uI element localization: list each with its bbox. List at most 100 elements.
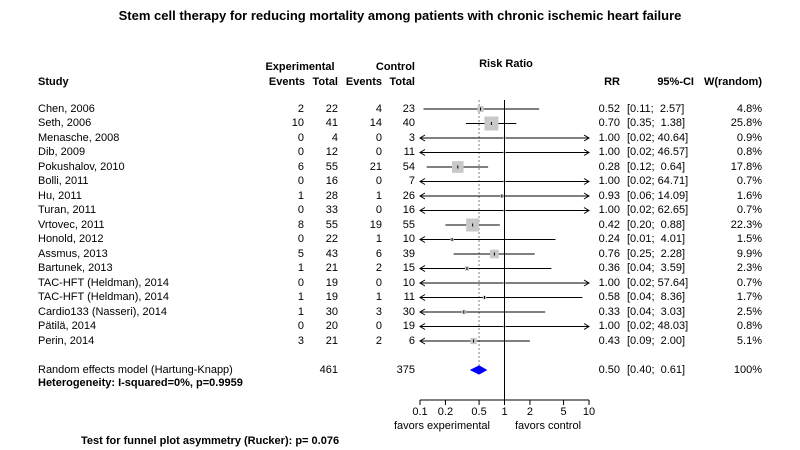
study-weight: 2.3% [736, 262, 762, 274]
header-experimental: Experimental [265, 61, 335, 73]
study-e-total: 43 [325, 247, 338, 260]
study-e-events: 6 [297, 160, 304, 173]
study-weight: 1.6% [736, 189, 762, 202]
study-ci: [0.12; 0.64] [627, 160, 686, 173]
study-rr: 0.24 [598, 233, 620, 245]
study-weight: 25.8% [730, 117, 762, 129]
study-c-total: 11 [403, 291, 415, 303]
study-c-total: 30 [402, 305, 415, 318]
study-c-total: 15 [402, 262, 415, 274]
ci-arrow-right [583, 279, 590, 287]
study-c-total: 7 [408, 175, 415, 187]
study-ci: [0.02; 40.64] [627, 131, 689, 144]
study-ci: [0.02; 48.03] [627, 320, 689, 332]
study-name: Menasche, 2008 [38, 131, 120, 144]
study-rr: 1.00 [598, 320, 620, 332]
study-c-total: 10 [402, 276, 415, 289]
study-c-total: 23 [402, 102, 415, 115]
study-ci: [0.04; 3.59] [627, 262, 686, 274]
study-e-events: 1 [297, 305, 304, 318]
header-e-events: Events [268, 76, 305, 88]
study-ci: [0.04; 8.36] [627, 291, 686, 303]
study-ci: [0.02; 46.57] [627, 146, 689, 158]
study-ci: [0.04; 3.03] [627, 305, 686, 318]
study-e-events: 0 [297, 204, 304, 216]
study-name: Bartunek, 2013 [38, 262, 113, 274]
study-name: TAC-HFT (Heldman), 2014 [38, 291, 170, 303]
header-ci: 95%-CI [657, 76, 694, 88]
study-e-total: 22 [325, 233, 338, 245]
study-c-total: 39 [402, 247, 415, 260]
ci-arrow-right [583, 207, 590, 214]
study-e-total: 20 [325, 320, 338, 332]
study-weight: 0.8% [736, 320, 762, 332]
study-name: Chen, 2006 [38, 102, 95, 115]
ci-arrow-left [419, 207, 426, 214]
summary-c-total: 375 [396, 364, 415, 376]
study-c-events: 6 [375, 247, 382, 260]
study-e-total: 28 [325, 189, 338, 202]
study-rr: 1.00 [598, 276, 620, 289]
study-weight: 22.3% [730, 218, 762, 231]
study-c-total: 11 [403, 146, 415, 158]
x-tick-label: 5 [560, 406, 567, 418]
ci-arrow-left [419, 337, 426, 345]
study-name: Dib, 2009 [38, 146, 86, 158]
header-study: Study [38, 76, 69, 88]
study-e-total: 16 [325, 175, 338, 187]
favors-experimental-label: favors experimental [394, 420, 490, 432]
study-ci: [0.09; 2.00] [627, 334, 686, 347]
study-e-total: 4 [331, 131, 338, 144]
study-c-events: 14 [369, 117, 382, 129]
study-e-events: 0 [297, 175, 304, 187]
study-e-events: 0 [297, 320, 304, 332]
study-weight: 9.9% [736, 247, 762, 260]
study-weight: 4.8% [736, 102, 762, 115]
study-e-events: 1 [297, 291, 304, 303]
study-e-events: 0 [297, 131, 304, 144]
header-control: Control [375, 61, 415, 73]
study-c-total: 6 [408, 334, 415, 347]
study-name: Turan, 2011 [38, 204, 97, 216]
study-e-events: 10 [291, 117, 304, 129]
study-name: Pätilä, 2014 [38, 320, 97, 332]
study-weight: 0.7% [736, 204, 762, 216]
ci-arrow-left [419, 308, 426, 316]
study-ci: [0.01; 4.01] [627, 233, 686, 245]
study-weight: 2.5% [736, 305, 762, 318]
study-rr: 1.00 [598, 131, 620, 144]
study-rr: 0.76 [598, 247, 620, 260]
study-e-total: 21 [325, 334, 338, 347]
study-c-events: 1 [375, 233, 382, 245]
study-weight: 17.8% [730, 160, 762, 173]
study-name: Cardio133 (Nasseri), 2014 [38, 305, 168, 318]
ci-arrow-left [419, 236, 426, 243]
study-rr: 0.52 [598, 102, 620, 115]
ci-arrow-right [583, 323, 590, 330]
study-c-events: 0 [375, 320, 382, 332]
study-c-events: 4 [375, 102, 382, 115]
study-e-events: 2 [297, 102, 304, 115]
study-rr: 0.28 [598, 160, 620, 173]
ci-arrow-left [419, 192, 426, 200]
study-weight: 0.7% [736, 175, 762, 187]
study-weight: 1.5% [736, 233, 762, 245]
study-e-total: 22 [325, 102, 338, 115]
study-e-total: 33 [325, 204, 338, 216]
study-e-total: 55 [325, 218, 338, 231]
study-c-events: 2 [375, 334, 382, 347]
study-e-events: 3 [297, 334, 304, 347]
study-name: Assmus, 2013 [38, 247, 108, 260]
study-ci: [0.25; 2.28] [627, 247, 686, 260]
study-c-total: 40 [402, 117, 415, 129]
summary-rr: 0.50 [598, 364, 620, 376]
x-tick-label: 0.5 [471, 406, 487, 418]
study-c-events: 0 [375, 146, 382, 158]
ci-arrow-left [419, 178, 426, 185]
ci-arrow-left [419, 279, 426, 287]
study-c-events: 0 [375, 131, 382, 144]
header-c-events: Events [345, 76, 382, 88]
study-rr: 1.00 [598, 204, 620, 216]
